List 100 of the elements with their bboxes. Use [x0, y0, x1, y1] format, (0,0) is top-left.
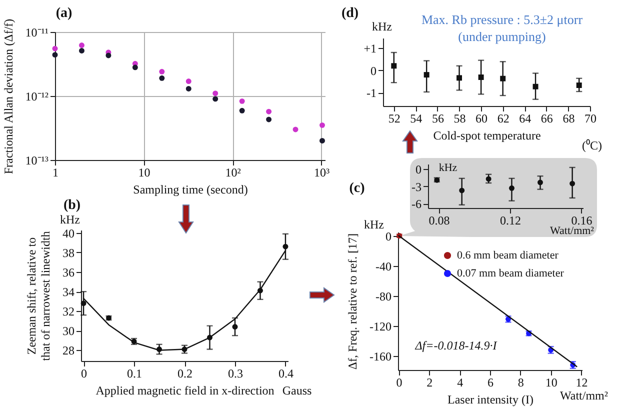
- x-tick-label: 62: [497, 112, 510, 126]
- point: [232, 324, 238, 330]
- y-axis-title: Fractional Allan deviation (Δf/f): [1, 18, 16, 174]
- y-tick-label: 10⁻¹²: [25, 90, 49, 104]
- text: kHz: [372, 20, 392, 34]
- x-tick-label: 0.12: [500, 214, 521, 228]
- point: [456, 75, 462, 81]
- x-tick-label: 0.2: [178, 366, 192, 380]
- text: kHz: [364, 218, 384, 232]
- point: [320, 138, 325, 144]
- x-tick-label: 54: [410, 112, 422, 126]
- x-tick-label: 10: [545, 376, 558, 390]
- x-tick-label: 12: [576, 376, 588, 390]
- y-tick-label: +1: [364, 42, 376, 56]
- y-tick-label: 38: [62, 246, 74, 260]
- point: [52, 46, 58, 52]
- x-tick-label: 0.16: [571, 214, 592, 228]
- point: [106, 52, 112, 58]
- x-tick-label: 60: [476, 112, 488, 126]
- point: [282, 244, 288, 250]
- text: (⁰C): [582, 138, 602, 154]
- point: [239, 98, 245, 104]
- x-tick-label: 1: [52, 166, 58, 180]
- point: [424, 72, 430, 78]
- annotation: kHz: [438, 162, 458, 174]
- text: Max. Rb pressure : 5.3±2 μtorr: [421, 12, 583, 28]
- point: [159, 75, 165, 81]
- point: [239, 108, 245, 114]
- point: [52, 52, 58, 58]
- x-axis-title: Applied magnetic field in x-direction: [96, 384, 274, 398]
- annotation: Watt/mm²: [550, 225, 594, 237]
- x-tick-label: 70: [584, 112, 596, 126]
- point: [538, 180, 543, 186]
- y-tick-label: -120: [370, 319, 392, 334]
- x-tick-label: 0.1: [127, 366, 142, 380]
- y-tick-label: -6: [412, 197, 422, 212]
- x-tick-label: 56: [432, 112, 444, 126]
- point: [570, 180, 576, 186]
- point: [80, 300, 86, 306]
- point: [266, 108, 272, 114]
- y-tick-label: -80: [376, 289, 392, 304]
- y-tick-label: 36: [62, 266, 74, 280]
- chart-title: (a): [56, 6, 72, 22]
- point: [78, 48, 84, 54]
- y-tick-label: 30: [62, 324, 74, 338]
- x-tick-label: 10³: [314, 166, 330, 180]
- x-tick-label: 0.4: [278, 366, 294, 380]
- chart-title: (b): [63, 198, 81, 214]
- point: [391, 63, 397, 69]
- x-tick-label: 4: [457, 376, 464, 390]
- x-tick-label: 6: [488, 376, 494, 390]
- x-tick-label: 0: [396, 376, 402, 390]
- text: Watt/mm²: [560, 388, 608, 404]
- point: [266, 116, 272, 122]
- y-tick-label: -160: [370, 349, 392, 364]
- annotation: Δf=-0.018-14.9·I: [415, 338, 497, 354]
- y-axis-title: Zeeman shift, relative to that of narrowest linewidth: [24, 231, 52, 361]
- y-tick-label: 28: [62, 344, 74, 358]
- x-tick-label: 66: [540, 112, 553, 126]
- x-tick-label: 8: [518, 376, 524, 390]
- y-tick-label: -3: [412, 180, 422, 194]
- y-tick-label: 32: [62, 304, 74, 319]
- y-tick-label: 34: [62, 285, 74, 300]
- x-tick-label: 0: [81, 366, 88, 380]
- legend-label: 0.07 mm beam diameter: [457, 268, 564, 280]
- x-tick-label: 0.3: [228, 366, 243, 380]
- y-axis-title: Δf, Freq. relative to ref. [17]: [346, 233, 360, 370]
- point: [508, 185, 514, 191]
- point: [292, 126, 298, 132]
- point: [500, 76, 506, 82]
- point: [186, 86, 192, 92]
- chart-title: (d): [341, 6, 359, 22]
- y-tick-label: -1: [366, 86, 376, 100]
- point: [212, 96, 218, 102]
- text: kHz: [60, 212, 80, 228]
- point: [186, 78, 192, 84]
- x-tick-label: 10²: [225, 166, 242, 180]
- x-tick-label: 52: [388, 112, 400, 126]
- point: [320, 122, 325, 128]
- point: [159, 68, 165, 74]
- x-tick-label: 58: [454, 112, 466, 126]
- x-axis-title: Laser intensity (I): [448, 392, 534, 406]
- point: [532, 84, 538, 90]
- point: [132, 64, 138, 70]
- x-tick-label: 68: [562, 112, 575, 126]
- y-tick-label: 0: [386, 229, 392, 244]
- x-axis-title: Sampling time (second): [133, 182, 248, 196]
- text: Gauss: [282, 384, 312, 398]
- point: [212, 90, 218, 96]
- y-tick-label: -40: [376, 259, 392, 274]
- y-tick-label: 10⁻¹¹: [25, 26, 49, 40]
- point: [459, 188, 465, 194]
- x-axis-title: Cold-spot temperature: [433, 128, 541, 142]
- x-tick-label: 2: [426, 376, 433, 390]
- x-tick-label: 0.08: [428, 214, 450, 228]
- y-tick-label: 0: [370, 64, 376, 78]
- point: [478, 74, 484, 80]
- x-tick-label: 64: [519, 112, 532, 126]
- y-tick-label: 10⁻¹³: [25, 154, 49, 168]
- point: [576, 82, 582, 88]
